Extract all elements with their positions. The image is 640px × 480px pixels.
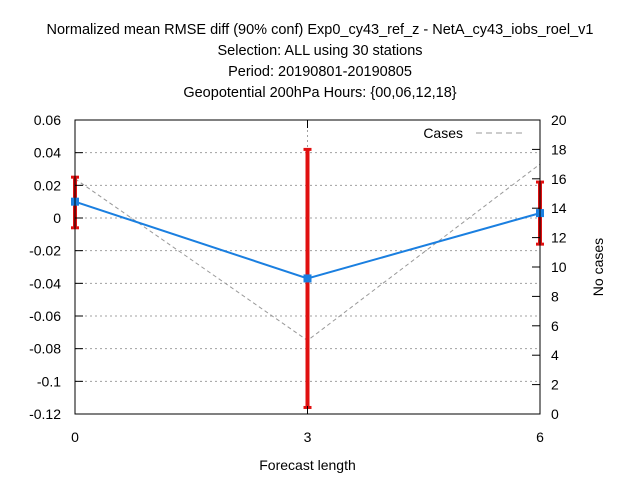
title-line-3: Period: 20190801-20190805 — [228, 64, 412, 80]
y2-tick-label: 8 — [551, 288, 559, 304]
y2-tick-label: 4 — [551, 347, 559, 363]
y2-tick-label: 2 — [551, 377, 559, 393]
y-tick-label: -0.02 — [29, 243, 61, 259]
title-line-4: Geopotential 200hPa Hours: {00,06,12,18} — [183, 85, 456, 101]
y2-tick-label: 0 — [551, 406, 559, 422]
title-line-1: Normalized mean RMSE diff (90% conf) Exp… — [47, 22, 594, 38]
y-tick-label: -0.06 — [29, 308, 61, 324]
y2-tick-label: 20 — [551, 112, 567, 128]
x-tick-label: 3 — [304, 429, 312, 445]
y-tick-label: 0.02 — [34, 177, 61, 193]
title-line-2: Selection: ALL using 30 stations — [217, 43, 422, 59]
y-tick-label: 0.06 — [34, 112, 61, 128]
legend: Cases — [423, 125, 522, 141]
series — [71, 147, 544, 409]
x-tick-label: 6 — [536, 429, 544, 445]
y2-tick-label: 10 — [551, 259, 567, 275]
y2-tick-label: 6 — [551, 318, 559, 334]
y-tick-label: -0.04 — [29, 275, 61, 291]
y2-tick-label: 14 — [551, 200, 567, 216]
y-tick-label: -0.08 — [29, 341, 61, 357]
y2-tick-label: 18 — [551, 141, 567, 157]
x-tick-label: 0 — [71, 429, 79, 445]
y2-tick-label: 12 — [551, 230, 567, 246]
axis-ticks: 0.06 0.04 0.02 0 -0.02 -0.04 -0.06 -0.08 -0.1 -0.… — [29, 112, 567, 445]
y-tick-label: 0.04 — [34, 145, 61, 161]
y-tick-label: 0 — [53, 210, 61, 226]
rmse-diff-point — [303, 274, 312, 283]
y2-axis-label: No cases — [590, 238, 606, 296]
x-axis-label: Forecast length — [259, 457, 356, 473]
y2-tick-label: 16 — [551, 171, 567, 187]
chart-title: Normalized mean RMSE diff (90% conf) Exp… — [47, 22, 594, 101]
y-tick-label: -0.1 — [37, 373, 61, 389]
legend-label-cases: Cases — [423, 125, 463, 141]
y-tick-label: -0.12 — [29, 406, 61, 422]
